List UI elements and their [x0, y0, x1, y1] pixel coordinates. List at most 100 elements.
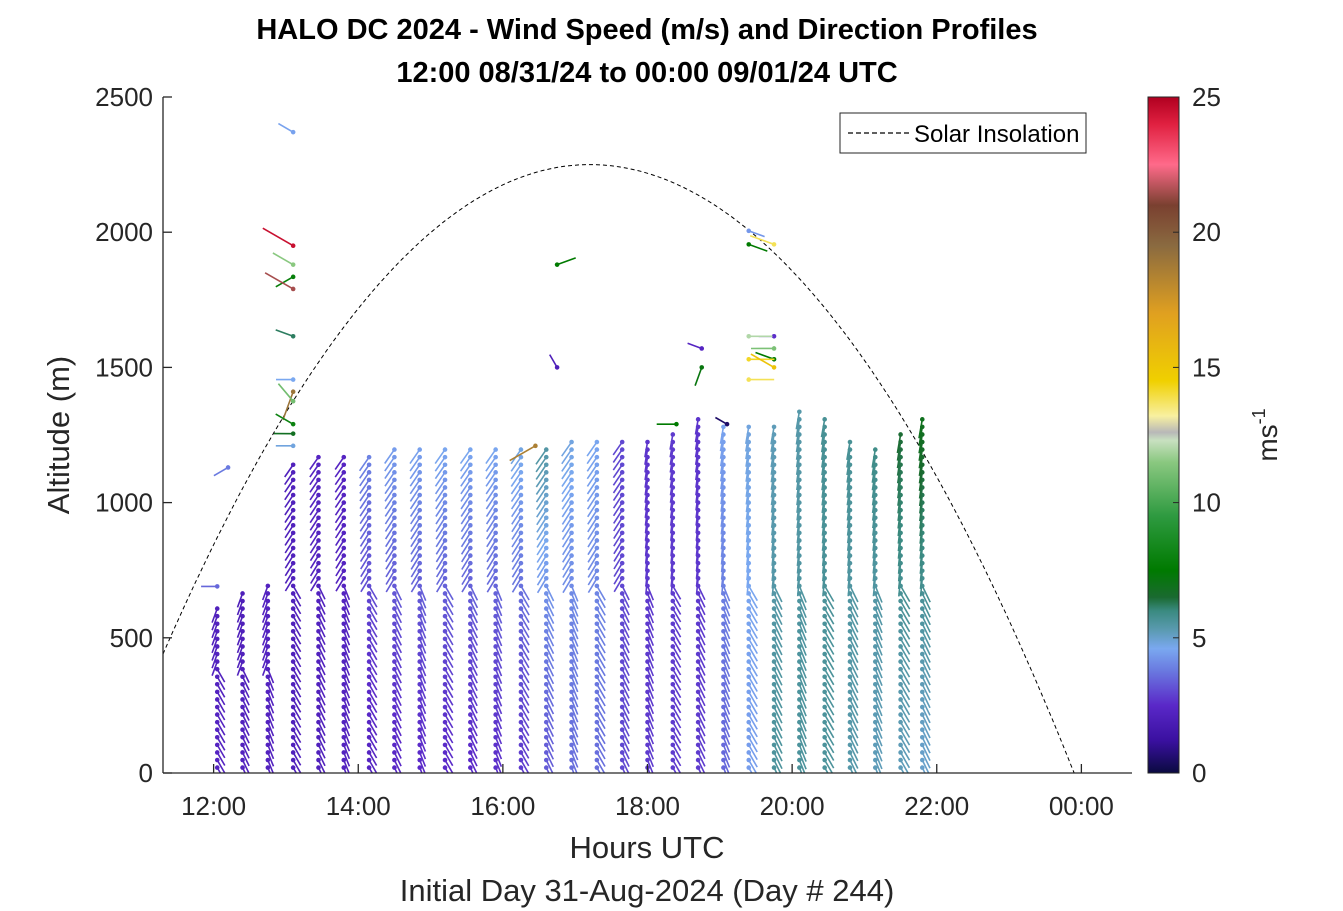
wind-barb-shaft: [821, 494, 826, 514]
wind-barb-dot: [341, 666, 347, 672]
wind-barb-shaft: [770, 464, 775, 483]
wind-barb: [384, 477, 397, 495]
wind-barb-shaft: [921, 638, 931, 656]
wind-barb: [417, 606, 427, 624]
wind-barb: [594, 742, 606, 760]
wind-barb-dot: [721, 719, 726, 725]
wind-barb: [746, 629, 758, 647]
wind-barb: [434, 470, 448, 487]
wind-barb: [434, 447, 448, 465]
wind-barb: [410, 515, 423, 533]
wind-barb-shaft: [317, 752, 326, 767]
wind-barb: [594, 583, 606, 601]
wind-barb-shaft: [343, 752, 351, 767]
wind-barb-dot: [645, 704, 650, 710]
wind-barb-shaft: [745, 457, 750, 475]
wind-barb: [261, 644, 271, 661]
wind-barb-dot: [225, 465, 231, 470]
wind-barb-dot: [872, 674, 878, 680]
wind-barb: [265, 735, 275, 752]
wind-barb-shaft: [444, 767, 450, 773]
wind-barb-dot: [594, 523, 600, 528]
wind-barb: [265, 757, 274, 773]
wind-barb: [309, 485, 321, 501]
wind-barb-shaft: [722, 737, 731, 753]
wind-barb-shaft: [317, 630, 326, 646]
wind-barb-shaft: [494, 706, 503, 722]
wind-barb: [460, 507, 473, 525]
wind-barb-dot: [695, 606, 701, 611]
wind-barb-shaft: [871, 479, 877, 499]
wind-barb: [619, 742, 630, 760]
wind-barb-dot: [872, 742, 878, 748]
wind-barb-shaft: [847, 578, 851, 597]
wind-barb-shaft: [444, 615, 454, 631]
wind-barb: [442, 613, 454, 631]
wind-barb-dot: [847, 742, 853, 748]
wind-barb-shaft: [385, 570, 396, 585]
wind-barb: [518, 689, 530, 706]
wind-barb-shaft: [621, 646, 630, 661]
wind-barb-shaft: [849, 759, 858, 773]
wind-barb: [587, 560, 600, 578]
wind-barb-dot: [290, 666, 296, 672]
wind-barb: [746, 757, 758, 773]
wind-barb-shaft: [511, 570, 522, 586]
wind-barb-shaft: [368, 744, 378, 759]
wind-barb-dot: [442, 606, 448, 611]
wind-barb: [594, 735, 606, 752]
wind-barb: [872, 735, 883, 754]
wind-barb-dot: [569, 553, 574, 558]
wind-barb-shaft: [317, 736, 326, 752]
wind-barb-shaft: [586, 464, 598, 480]
wind-barb: [797, 674, 807, 694]
wind-barb-dot: [518, 560, 524, 566]
wind-barb-shaft: [719, 434, 725, 452]
wind-barb-shaft: [236, 608, 244, 623]
wind-barb-dot: [822, 727, 827, 733]
wind-barb-shaft: [216, 759, 226, 773]
wind-barb-shaft: [596, 767, 601, 773]
wind-barb-dot: [518, 507, 524, 513]
wind-barb-dot: [442, 682, 448, 687]
wind-barb-dot: [366, 742, 372, 748]
wind-barb-dot: [919, 697, 925, 702]
wind-barb: [384, 515, 397, 532]
wind-barb-shaft: [469, 744, 478, 759]
wind-barb-shaft: [545, 646, 555, 662]
wind-barb-shaft: [418, 684, 427, 699]
wind-barb-shaft: [343, 706, 351, 722]
wind-barb: [645, 666, 655, 684]
wind-barb: [409, 477, 423, 495]
wind-barb-dot: [366, 591, 372, 596]
wind-barb: [493, 644, 503, 662]
wind-barb: [721, 689, 731, 708]
wind-barb-shaft: [798, 759, 806, 773]
wind-barb-shaft: [393, 721, 402, 737]
wind-barb: [562, 560, 574, 578]
wind-barb-dot: [290, 243, 296, 249]
wind-barb-shaft: [393, 646, 402, 661]
wind-barb: [511, 560, 524, 578]
wind-barb-shaft: [211, 638, 218, 654]
wind-barb-dot: [619, 644, 625, 649]
wind-barb-dot: [619, 704, 625, 710]
wind-barb-shaft: [918, 434, 924, 454]
wind-barb-shaft: [773, 623, 783, 641]
wind-barb: [366, 636, 378, 653]
wind-barb: [442, 750, 454, 767]
wind-barb-shaft: [847, 563, 851, 582]
wind-barb-dot: [569, 454, 574, 460]
wind-barb-dot: [214, 689, 220, 695]
wind-barb-shaft: [393, 661, 402, 676]
wind-barb-shaft: [520, 653, 530, 669]
wind-barb-dot: [442, 515, 448, 521]
wind-barb: [417, 644, 427, 662]
x-tick-label: 20:00: [760, 791, 825, 821]
wind-barb-shaft: [469, 736, 478, 752]
wind-barb-dot: [594, 682, 600, 687]
wind-barb-dot: [695, 757, 701, 763]
wind-barb-shaft: [697, 699, 706, 714]
wind-barb-shaft: [435, 532, 446, 548]
wind-barb: [261, 613, 271, 631]
